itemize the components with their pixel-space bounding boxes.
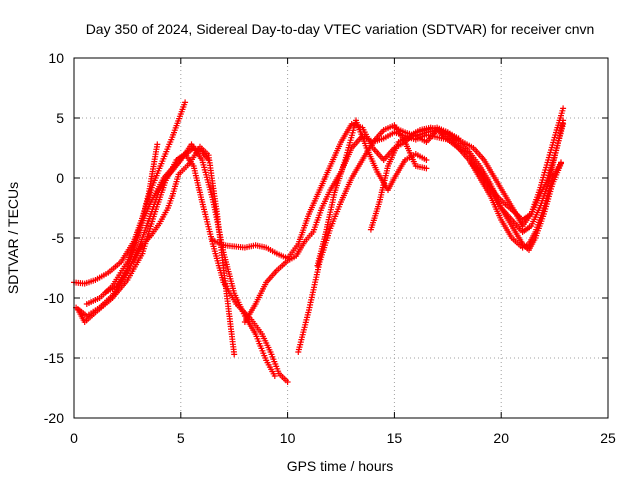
series-track-6 [130,143,238,358]
y-axis-ticks: -20 -15 -10 -5 0 5 10 [44,50,608,426]
series-track-10 [314,117,430,269]
data-series [71,99,567,385]
x-axis-label: GPS time / hours [287,458,394,474]
data-point [423,157,430,163]
y-tick-label: 5 [56,110,64,126]
data-point [560,121,567,127]
data-point [271,373,278,379]
data-point [284,379,291,385]
data-point [423,165,430,172]
data-point [231,351,238,358]
x-tick-label: 15 [387,430,403,446]
y-axis-label: SDTVAR / TECUs [5,182,21,294]
y-tick-label: -5 [52,230,65,246]
y-tick-label: -20 [44,410,64,426]
y-tick-label: 10 [48,50,64,66]
y-tick-label: -10 [44,290,64,306]
x-tick-label: 10 [280,430,296,446]
y-tick-label: 0 [56,170,64,186]
data-point [558,160,564,167]
data-point [560,105,567,112]
x-axis-ticks: 0 5 10 15 20 25 [70,58,616,446]
data-point [182,99,189,106]
data-point [154,141,161,148]
x-tick-label: 20 [493,430,509,446]
x-tick-label: 5 [177,430,185,446]
plot-frame [73,57,609,419]
x-tick-label: 25 [600,430,616,446]
y-tick-label: -15 [44,350,64,366]
x-tick-label: 0 [70,430,78,446]
series-track-15 [468,121,567,223]
chart-title: Day 350 of 2024, Sidereal Day-to-day VTE… [86,21,595,37]
